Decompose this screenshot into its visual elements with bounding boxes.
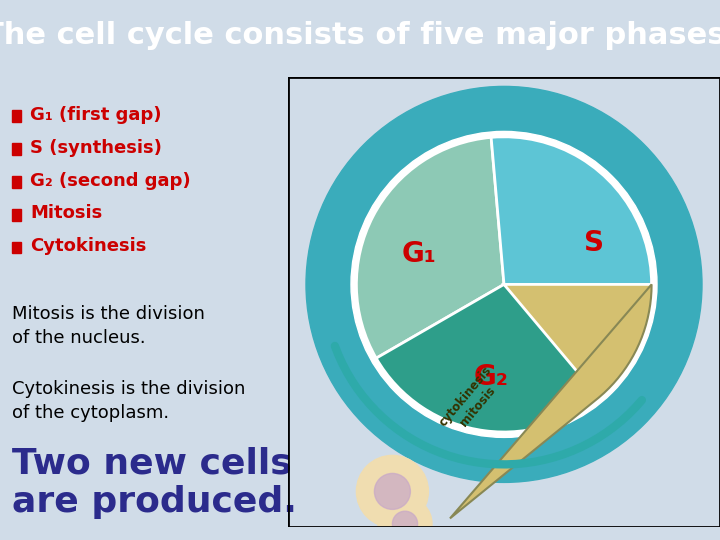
Text: S (synthesis): S (synthesis) <box>30 139 162 157</box>
Bar <box>12 143 21 155</box>
Text: Mitosis is the division
of the nucleus.: Mitosis is the division of the nucleus. <box>12 305 205 347</box>
Text: G₂: G₂ <box>474 363 508 391</box>
Bar <box>12 209 21 220</box>
Circle shape <box>378 497 432 540</box>
Text: G₂ (second gap): G₂ (second gap) <box>30 172 191 190</box>
Circle shape <box>351 131 657 437</box>
Wedge shape <box>376 285 608 432</box>
Wedge shape <box>491 137 652 397</box>
Bar <box>12 242 21 253</box>
Circle shape <box>374 474 410 509</box>
Circle shape <box>356 455 428 528</box>
Polygon shape <box>450 285 652 518</box>
Text: Two new cells
are produced.: Two new cells are produced. <box>12 446 297 519</box>
Wedge shape <box>356 137 504 358</box>
Bar <box>12 110 21 122</box>
Text: cytokinesis
mitosis: cytokinesis mitosis <box>436 363 507 439</box>
Text: G₁ (first gap): G₁ (first gap) <box>30 106 162 124</box>
Text: The cell cycle consists of five major phases:: The cell cycle consists of five major ph… <box>0 21 720 50</box>
Text: Cytokinesis is the division
of the cytoplasm.: Cytokinesis is the division of the cytop… <box>12 380 246 422</box>
Circle shape <box>392 511 418 536</box>
Text: S: S <box>584 228 604 256</box>
Bar <box>12 176 21 187</box>
Text: Cytokinesis: Cytokinesis <box>30 238 147 255</box>
Text: G₁: G₁ <box>402 240 437 268</box>
Text: Mitosis: Mitosis <box>30 205 102 222</box>
Circle shape <box>306 86 702 482</box>
Wedge shape <box>504 285 652 397</box>
